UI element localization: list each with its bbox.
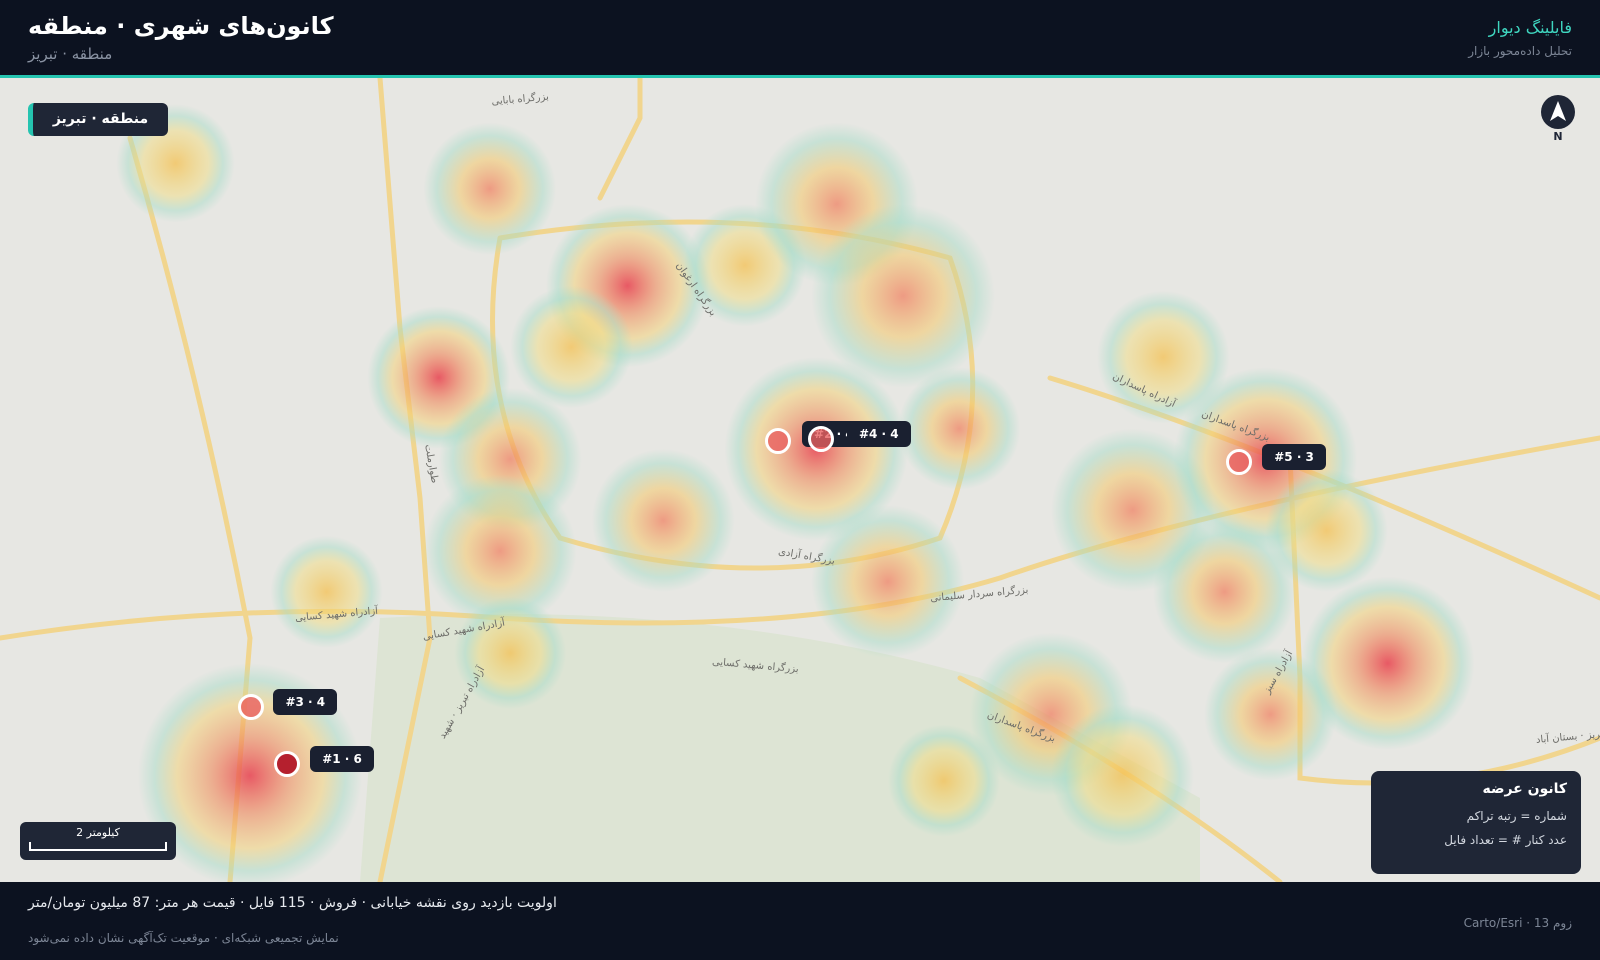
subtitle: منطقه · تبریز [28, 45, 113, 63]
title: کانون‌های شهری · منطقه [28, 12, 334, 40]
footer-note: نمایش تجمیعی شبکه‌ای · موقعیت تک‌آگهی نش… [28, 931, 339, 945]
heat-blob [1204, 647, 1337, 781]
north-label: N [1553, 130, 1562, 143]
heat-blob [1265, 469, 1388, 592]
hotspot-ring [764, 427, 791, 454]
legend-item: شماره = رتبه تراکم [1466, 809, 1567, 823]
hotspot-ring [238, 694, 265, 721]
heat-blob [1096, 290, 1230, 424]
hotspot-label: #3 · 4 [273, 688, 338, 715]
hotspot-ring [273, 751, 300, 778]
heat-blob [454, 596, 567, 710]
footer-summary: اولویت بازدید روی نقشه خیابانی · فروش · … [28, 895, 557, 911]
legend-item: عدد کنار # = تعداد فایل [1444, 833, 1567, 847]
heat-blob [137, 663, 363, 882]
attribution: زوم 13 · Carto/Esri [1463, 916, 1572, 930]
legend: کانون عرضه شماره = رتبه تراکم عدد کنار #… [1371, 771, 1581, 874]
legend-title: کانون عرضه [1482, 781, 1567, 797]
scale-line [29, 842, 167, 851]
hotspot-label: #5 · 3 [1262, 443, 1326, 470]
hotspot-label: #1 · 6 [310, 745, 374, 772]
hotspot-ring [808, 425, 835, 452]
heat-blob [897, 367, 1021, 490]
heatmap [116, 104, 1475, 882]
heat-blob [591, 448, 735, 592]
north-arrow: N [1541, 95, 1575, 143]
road-label: بزرگراه بابایی [491, 91, 549, 108]
heat-blob [1153, 520, 1296, 664]
heat-blob [1051, 704, 1194, 847]
brand: فایلینگ دیوار [1488, 18, 1572, 37]
header [0, 0, 1600, 78]
heat-blob [510, 285, 633, 409]
hotspot-label: #4 · 4 [846, 421, 911, 448]
heat-blob [270, 535, 383, 648]
hotspot-ring [1225, 449, 1252, 476]
heat-blob [811, 204, 995, 388]
area-badge: منطقه · تبریز [28, 103, 168, 136]
heat-blob [423, 122, 557, 256]
heat-blob [887, 724, 1000, 837]
heat-blob [1301, 576, 1475, 750]
scale-bar: 2 کیلومتر [20, 822, 176, 860]
heat-blob [423, 474, 577, 628]
tagline: تحلیل داده‌محور بازار [1468, 44, 1572, 58]
scale-label: 2 کیلومتر [76, 826, 120, 839]
heat-blob [811, 505, 965, 659]
